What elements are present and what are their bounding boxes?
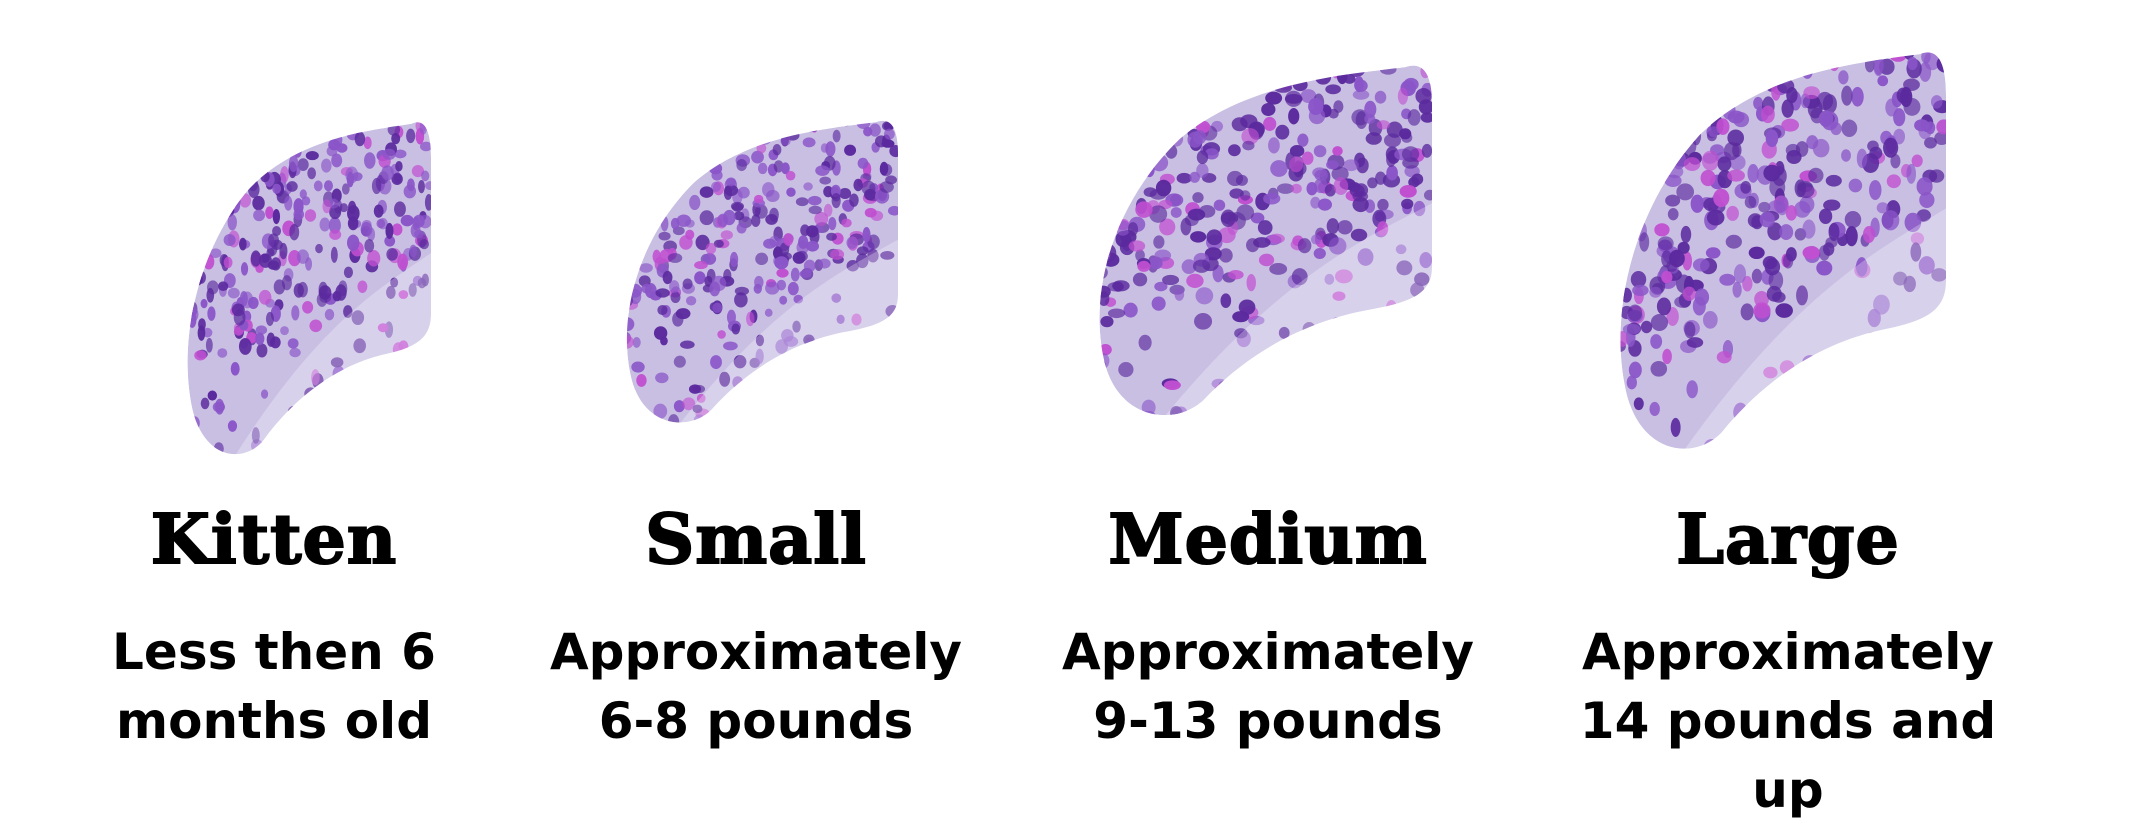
small-size: Small Approximately 6-8 pounds bbox=[496, 499, 1016, 756]
size-description: Approximately 6-8 pounds bbox=[549, 623, 963, 750]
kitten-claw-image bbox=[187, 122, 431, 455]
small-claw-image bbox=[626, 120, 898, 423]
size-title: Kitten bbox=[150, 499, 398, 581]
large-size: Large Approximately 14 pounds and up bbox=[1528, 499, 2048, 825]
medium-size: Medium Approximately 9-13 pounds bbox=[1008, 499, 1528, 756]
size-title: Medium bbox=[1107, 499, 1428, 581]
medium-claw-image bbox=[1099, 65, 1432, 416]
size-title: Small bbox=[644, 499, 867, 581]
size-description: Approximately 9-13 pounds bbox=[1061, 623, 1475, 750]
size-description: Less then 6 months old bbox=[112, 623, 436, 750]
large-claw-image bbox=[1620, 52, 1946, 449]
size-description: Approximately 14 pounds and up bbox=[1579, 623, 1997, 819]
size-title: Large bbox=[1675, 499, 1900, 581]
kitten-size: Kitten Less then 6 months old bbox=[14, 499, 534, 756]
